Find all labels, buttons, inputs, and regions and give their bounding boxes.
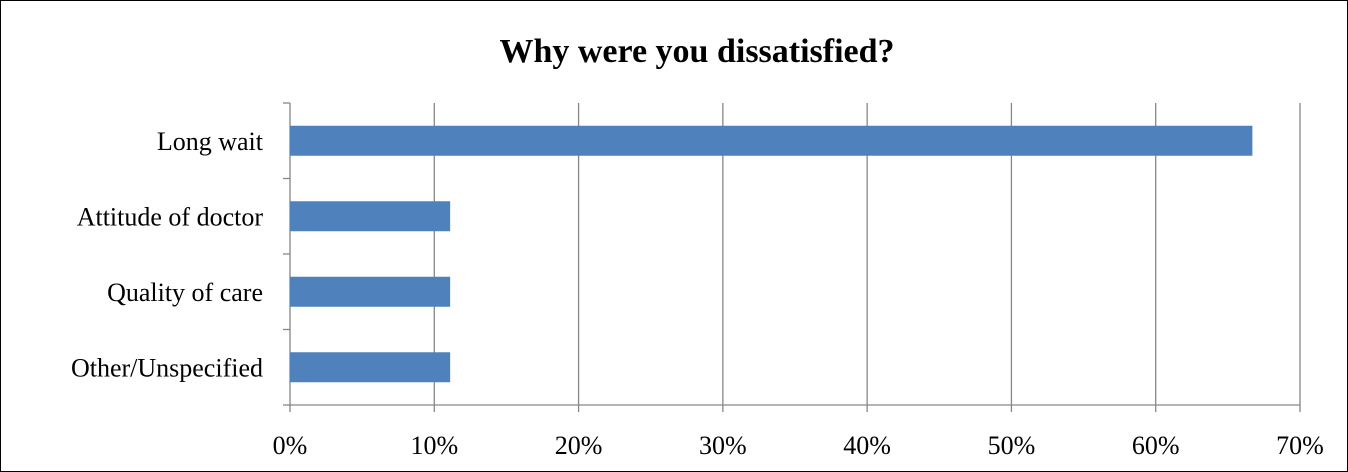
category-label: Other/Unspecified — [71, 353, 263, 382]
bar — [290, 125, 1253, 156]
category-label: Quality of care — [107, 278, 263, 307]
bar — [290, 352, 451, 383]
x-tick-label: 20% — [555, 431, 603, 460]
x-tick-label: 60% — [1132, 431, 1180, 460]
bars — [290, 125, 1253, 383]
x-tick-label: 10% — [410, 431, 458, 460]
x-tick-label: 40% — [843, 431, 891, 460]
bar — [290, 276, 451, 307]
chart-title: Why were you dissatisfied? — [499, 33, 894, 70]
bar — [290, 201, 451, 232]
x-tick-label: 50% — [988, 431, 1036, 460]
category-label: Attitude of doctor — [77, 202, 264, 231]
x-tick-label: 30% — [699, 431, 747, 460]
x-tick-label: 0% — [273, 431, 308, 460]
x-tick-label: 70% — [1276, 431, 1324, 460]
category-labels: Long wait Attitude of doctor Quality of ca… — [71, 127, 264, 383]
category-label: Long wait — [157, 127, 264, 156]
x-tick-labels: 0% 10% 20% 30% 40% 50% 60% 70% — [273, 431, 1324, 460]
